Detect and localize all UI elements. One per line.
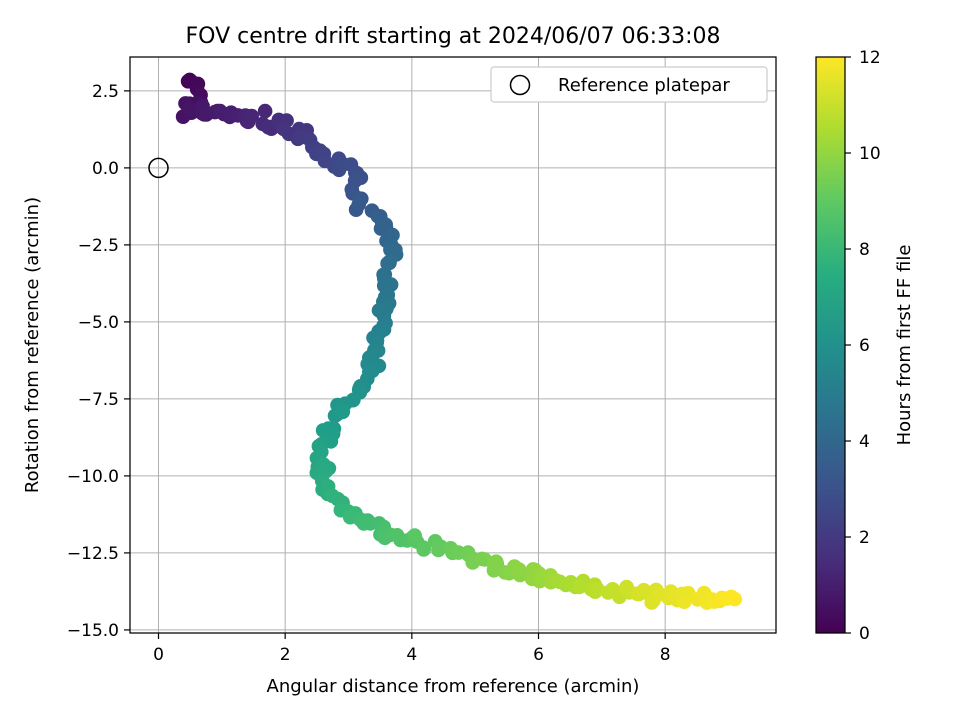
plot-frame [129, 56, 777, 634]
drift-point [511, 562, 527, 577]
y-axis-ticks: 2.5 0.0 −2.5 −5.0 −7.5 −10.0 −12.5 −15.0 [67, 82, 130, 641]
drift-point [407, 528, 423, 543]
y-tick-label: −2.5 [78, 236, 119, 256]
colorbar-tick-label: 10 [859, 144, 881, 164]
y-tick-label: −5.0 [78, 313, 119, 333]
grid-lines [130, 57, 776, 633]
x-axis-label: Angular distance from reference (arcmin) [267, 676, 640, 697]
chart-title: FOV centre drift starting at 2024/06/07 … [186, 24, 721, 49]
drift-point [636, 582, 652, 598]
drift-point [572, 579, 587, 595]
legend-label: Reference platepar [558, 75, 730, 96]
colorbar-tick-label: 2 [859, 528, 870, 548]
colorbar-tick-label: 4 [859, 432, 870, 452]
drift-point [261, 120, 276, 135]
x-tick-label: 0 [153, 645, 164, 665]
y-tick-label: −15.0 [67, 621, 119, 641]
legend: Reference platepar [490, 66, 768, 103]
colorbar-tick-label: 0 [859, 624, 870, 644]
drift-point [727, 591, 743, 607]
colorbar-tick-label: 6 [859, 336, 870, 356]
drift-point [335, 404, 351, 420]
drift-point [431, 542, 446, 558]
x-tick-label: 6 [533, 645, 544, 665]
y-tick-label: 0.0 [92, 159, 119, 179]
colorbar-ticks: 0 2 4 6 8 10 12 [845, 48, 881, 644]
drift-point [244, 108, 259, 124]
x-tick-label: 2 [280, 645, 291, 665]
drift-point [677, 594, 692, 609]
scatter-points [175, 72, 743, 610]
drift-point [315, 423, 331, 438]
drift-point [351, 197, 367, 212]
y-tick-label: −10.0 [67, 467, 119, 487]
legend-marker [509, 74, 531, 96]
x-tick-label: 4 [406, 645, 417, 665]
colorbar-label: Hours from first FF file [894, 245, 915, 446]
drift-point [257, 103, 273, 119]
y-axis-label: Rotation from reference (arcmin) [22, 197, 43, 493]
drift-point [181, 102, 196, 118]
y-tick-label: −7.5 [78, 390, 119, 410]
colorbar-tick-label: 12 [859, 48, 881, 68]
colorbar-gradient [815, 56, 846, 634]
colorbar: 0 2 4 6 8 10 12 Hours from first FF file [815, 48, 915, 644]
drift-point [380, 256, 395, 271]
y-tick-label: 2.5 [92, 82, 119, 102]
drift-point [488, 554, 504, 569]
x-axis-ticks: 0 2 4 6 8 [153, 633, 671, 665]
drift-point [416, 542, 432, 557]
reference-platepar-marker [148, 157, 169, 179]
legend-box [490, 66, 768, 103]
y-tick-label: −12.5 [67, 544, 119, 564]
colorbar-tick-label: 8 [859, 240, 870, 260]
x-tick-label: 8 [660, 645, 671, 665]
drift-point [376, 322, 392, 337]
